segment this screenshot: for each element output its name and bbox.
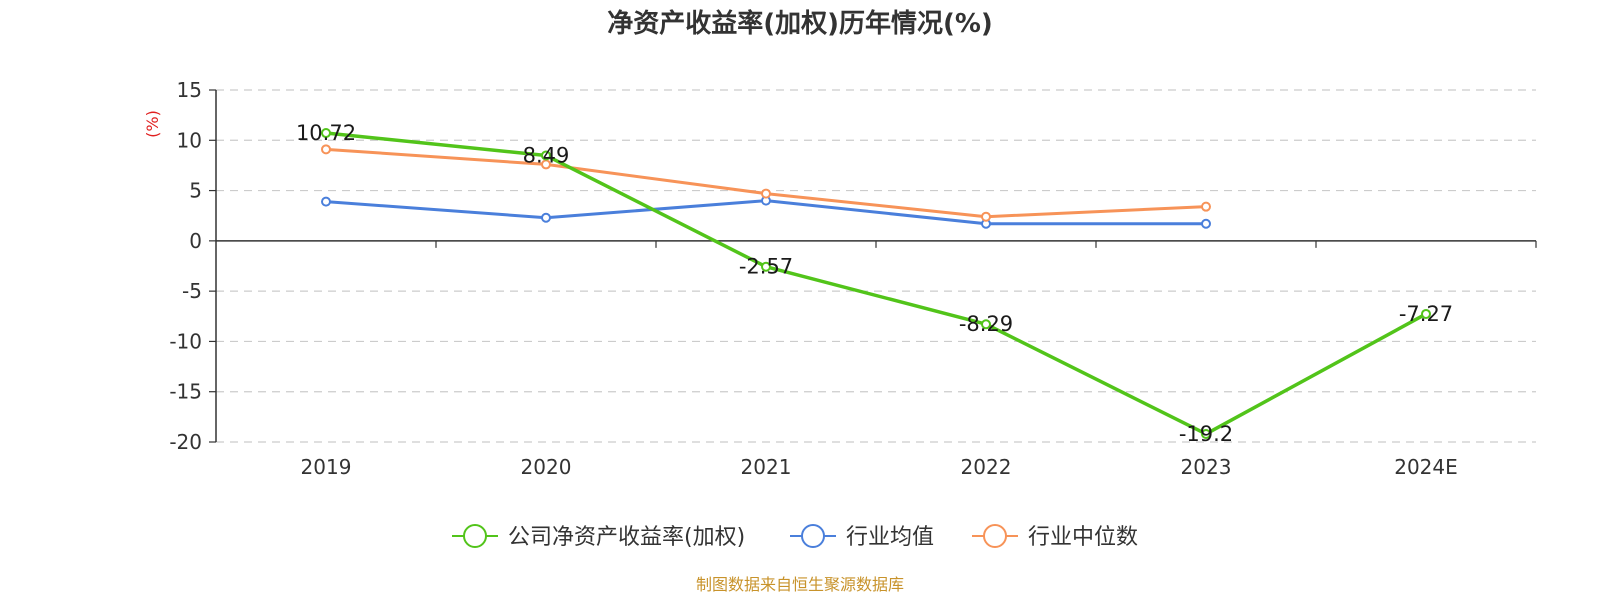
series-line-0 <box>325 131 1427 436</box>
legend-label: 行业中位数 <box>1028 525 1138 550</box>
data-point[interactable] <box>321 196 331 207</box>
data-label: -19.2 <box>1179 422 1233 446</box>
y-axis-label: (%) <box>143 110 162 138</box>
legend[interactable]: 公司净资产收益率(加权) 行业均值 行业中位数 <box>452 524 1138 550</box>
legend-item-2[interactable]: 行业中位数 <box>972 524 1138 550</box>
data-point[interactable] <box>541 150 551 161</box>
legend-label: 行业均值 <box>846 525 934 550</box>
data-point[interactable] <box>981 319 991 330</box>
data-point[interactable] <box>321 128 331 139</box>
source-note: 制图数据来自恒生聚源数据库 <box>696 575 904 594</box>
data-label: 10.72 <box>296 121 356 145</box>
y-tick-label: 10 <box>177 128 202 152</box>
legend-marker <box>801 524 825 548</box>
legend-item-0[interactable]: 公司净资产收益率(加权) <box>452 524 745 550</box>
x-tick-label: 2024E <box>1394 455 1458 479</box>
y-tick-label: -20 <box>169 430 202 454</box>
legend-item-1[interactable]: 行业均值 <box>790 524 934 550</box>
data-point[interactable] <box>1201 428 1211 439</box>
data-label: -8.29 <box>959 312 1013 336</box>
x-tick-label: 2021 <box>741 455 792 479</box>
data-label: 8.49 <box>523 143 570 167</box>
axes <box>209 89 1537 443</box>
data-point[interactable] <box>541 212 551 223</box>
data-point[interactable] <box>981 211 991 222</box>
data-point[interactable] <box>761 188 771 199</box>
data-point[interactable] <box>1201 218 1211 229</box>
y-tick-label: 5 <box>189 179 202 203</box>
y-tick-label: 0 <box>189 229 202 253</box>
data-label: -2.57 <box>739 255 793 279</box>
x-tick-label: 2020 <box>521 455 572 479</box>
x-tick-label: 2023 <box>1181 455 1232 479</box>
grid-lines <box>216 89 1536 443</box>
data-point[interactable] <box>1421 308 1431 319</box>
data-label: -7.27 <box>1399 302 1453 326</box>
x-tick-labels: 2019 2020 2021 2022 2023 2024E <box>301 455 1458 479</box>
data-point[interactable] <box>761 261 771 272</box>
chart-title: 净资产收益率(加权)历年情况(%) <box>607 8 993 39</box>
series-line-2 <box>325 147 1207 219</box>
x-tick-label: 2019 <box>301 455 352 479</box>
data-labels: 10.72 8.49 -2.57 -8.29 -19.2 -7.27 <box>296 121 1453 446</box>
y-tick-label: -15 <box>169 380 202 404</box>
x-tick-label: 2022 <box>961 455 1012 479</box>
legend-label: 公司净资产收益率(加权) <box>508 525 745 550</box>
series-lines <box>321 128 1431 439</box>
y-tick-labels: 15 10 5 0 -5 -10 -15 -20 <box>169 78 202 454</box>
legend-marker <box>463 524 487 548</box>
data-point[interactable] <box>1201 201 1211 212</box>
y-tick-label: -5 <box>182 279 202 303</box>
legend-marker <box>983 524 1007 548</box>
data-point[interactable] <box>321 144 331 155</box>
y-tick-label: -10 <box>169 329 202 353</box>
y-tick-label: 15 <box>177 78 202 102</box>
